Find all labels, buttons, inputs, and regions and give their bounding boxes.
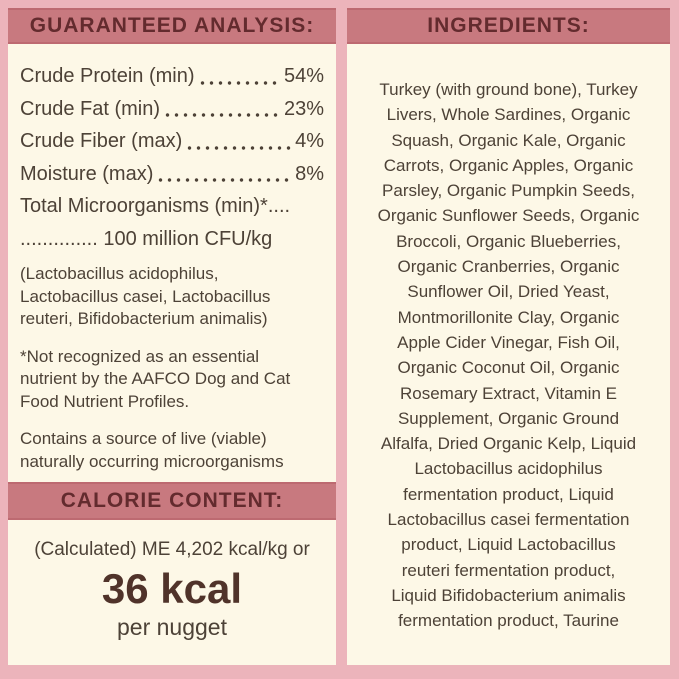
ingredients-header: INGREDIENTS:: [347, 8, 670, 44]
calorie-content-title: CALORIE CONTENT:: [60, 489, 284, 512]
guaranteed-analysis-header: GUARANTEED ANALYSIS:: [8, 8, 336, 44]
calorie-content-panel: (Calculated) ME 4,202 kcal/kg or 36 kcal…: [8, 520, 336, 665]
ingredients-list: Turkey (with ground bone), Turkey Livers…: [377, 80, 640, 631]
analysis-value: 8%: [295, 162, 324, 185]
calorie-calculated-line: (Calculated) ME 4,202 kcal/kg or: [34, 539, 310, 560]
dot-leader: [197, 60, 281, 93]
analysis-row-crude-fiber: Crude Fiber (max) 4%: [20, 125, 324, 158]
analysis-label: Crude Protein (min): [20, 65, 195, 87]
analysis-value: 23%: [283, 97, 324, 120]
dot-leader: [185, 125, 293, 158]
analysis-label: Crude Fat (min): [20, 97, 161, 120]
per-nugget-label: per nugget: [117, 614, 227, 640]
analysis-row-crude-protein: Crude Protein (min) 54%: [20, 60, 324, 93]
analysis-value: 54%: [283, 65, 324, 87]
analysis-label: Moisture (max): [20, 162, 154, 185]
guaranteed-analysis-title: GUARANTEED ANALYSIS:: [29, 14, 315, 37]
analysis-microorganisms-value: .............. 100 million CFU/kg: [20, 227, 273, 250]
kcal-per-nugget-value: 36 kcal: [101, 565, 243, 612]
analysis-value: 4%: [295, 130, 324, 152]
ingredients-title: INGREDIENTS:: [427, 14, 590, 37]
dot-leader: [156, 157, 293, 190]
analysis-row-crude-fat: Crude Fat (min) 23%: [20, 92, 324, 125]
guaranteed-analysis-panel: Crude Protein (min) 54% Crude Fat (min) …: [8, 44, 336, 482]
live-microorganisms-note: Contains a source of live (viable) natur…: [20, 429, 284, 471]
analysis-row-moisture: Moisture (max) 8%: [20, 157, 324, 190]
right-column: INGREDIENTS: Turkey (with ground bone), …: [347, 8, 670, 665]
analysis-row-microorganisms: Total Microorganisms (min)*....: [20, 195, 291, 217]
analysis-label: Crude Fiber (max): [20, 130, 183, 152]
ingredients-panel: Turkey (with ground bone), Turkey Livers…: [347, 44, 670, 665]
bacteria-species-note: (Lactobacillus acidophilus, Lactobacillu…: [20, 264, 271, 328]
aafco-footnote: *Not recognized as an essential nutrient…: [20, 346, 291, 411]
calorie-content-header: CALORIE CONTENT:: [8, 482, 336, 520]
left-column: GUARANTEED ANALYSIS: Crude Protein (min)…: [8, 8, 336, 665]
dot-leader: [163, 92, 281, 125]
